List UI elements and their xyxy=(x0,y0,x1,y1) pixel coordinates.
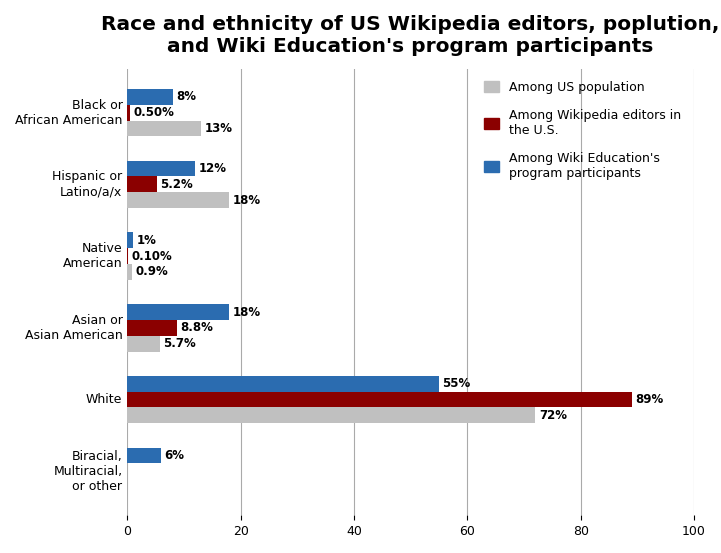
Text: 18%: 18% xyxy=(233,194,261,207)
Text: 12%: 12% xyxy=(199,162,226,175)
Text: 0.10%: 0.10% xyxy=(131,249,172,263)
Text: 8.8%: 8.8% xyxy=(180,321,213,335)
Text: 18%: 18% xyxy=(233,306,261,319)
Bar xyxy=(127,392,632,408)
Text: 0.50%: 0.50% xyxy=(133,106,174,119)
Bar xyxy=(127,264,133,280)
Bar xyxy=(127,161,195,176)
Bar xyxy=(127,121,201,136)
Bar xyxy=(127,376,439,392)
Text: 55%: 55% xyxy=(443,377,471,390)
Text: 0.9%: 0.9% xyxy=(136,265,169,278)
Text: 1%: 1% xyxy=(136,234,156,247)
Text: 5.2%: 5.2% xyxy=(160,178,193,191)
Bar xyxy=(127,304,229,320)
Text: 8%: 8% xyxy=(176,90,196,103)
Legend: Among US population, Among Wikipedia editors in
the U.S., Among Wiki Education's: Among US population, Among Wikipedia edi… xyxy=(478,75,688,186)
Bar xyxy=(127,408,536,423)
Bar xyxy=(127,89,172,105)
Bar xyxy=(127,176,156,192)
Bar xyxy=(127,320,177,336)
Text: 5.7%: 5.7% xyxy=(163,337,195,350)
Bar xyxy=(127,447,162,463)
Text: 72%: 72% xyxy=(539,409,567,422)
Bar xyxy=(127,336,159,352)
Bar xyxy=(127,192,229,208)
Text: 89%: 89% xyxy=(635,393,663,406)
Text: 13%: 13% xyxy=(204,122,232,135)
Bar xyxy=(127,232,133,248)
Text: 6%: 6% xyxy=(164,449,185,462)
Bar xyxy=(127,105,130,121)
Title: Race and ethnicity of US Wikipedia editors, poplution,
and Wiki Education's prog: Race and ethnicity of US Wikipedia edito… xyxy=(102,15,720,56)
